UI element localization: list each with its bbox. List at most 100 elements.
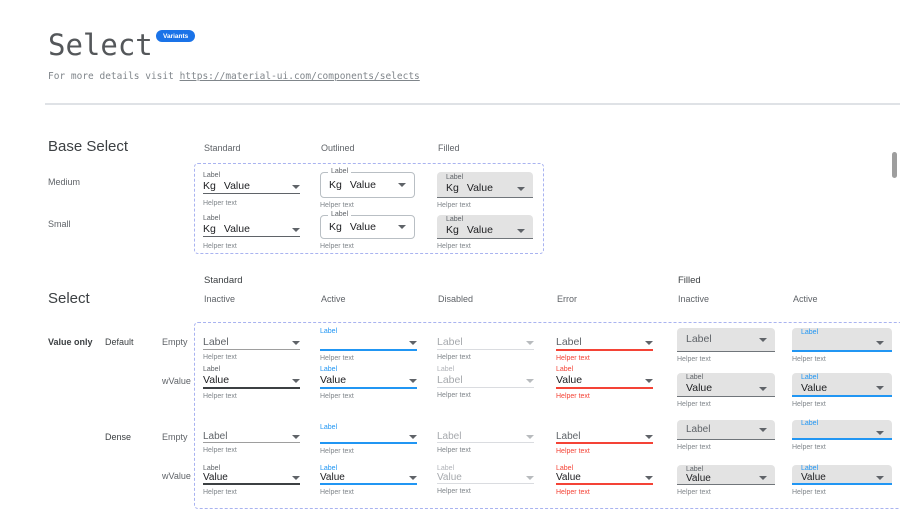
select-input[interactable]: Label [437, 336, 534, 349]
select-underline [203, 236, 300, 237]
select-floating-label: Label [320, 424, 338, 431]
intro-line: For more details visit https://material-… [48, 71, 420, 82]
chevron-down-icon [526, 340, 534, 345]
helper-text: Helper text [677, 356, 711, 363]
select-floating-label: Label [320, 366, 338, 373]
select-input[interactable]: Label [556, 336, 653, 349]
select-column-header-1-active: Active [321, 294, 346, 304]
select-input[interactable]: Label Kg Value [320, 168, 415, 198]
select-input[interactable]: Label Value [792, 465, 892, 485]
select-underline [320, 483, 417, 485]
chevron-down-icon [292, 475, 300, 480]
select-input[interactable]: Value [203, 374, 300, 387]
chevron-down-icon [517, 186, 525, 191]
base-column-header-outlined: Outlined [321, 143, 355, 153]
select-adornment: Kg [203, 223, 216, 235]
select-column-header-5-active: Active [793, 294, 818, 304]
select-filled-active-default-empty: Label Helper text [792, 328, 892, 364]
helper-text: Helper text [792, 401, 826, 408]
select-input[interactable]: Kg Value [203, 223, 300, 236]
select-input[interactable]: Value [320, 472, 417, 483]
helper-text: Helper text [437, 202, 471, 209]
select-value: Value [556, 374, 583, 386]
select-value: Label [556, 336, 582, 348]
select-input[interactable]: Value [203, 472, 300, 483]
select-input[interactable]: Value [556, 472, 653, 483]
select-underline [203, 193, 300, 194]
chevron-down-icon [876, 475, 884, 480]
select-filled-active-dense-empty: Label Helper text [792, 420, 892, 452]
helper-text: Helper text [677, 489, 711, 496]
select-input[interactable] [320, 336, 417, 349]
select-input[interactable]: Label [556, 431, 653, 442]
select-input[interactable]: Label Value [677, 373, 775, 397]
select-underline [320, 387, 417, 389]
chevron-down-icon [292, 434, 300, 439]
select-input[interactable] [320, 431, 417, 442]
chevron-down-icon [645, 378, 653, 383]
select-value: Value [203, 472, 228, 483]
select-input[interactable]: Kg Value [446, 182, 525, 195]
select-input[interactable]: Label [677, 420, 775, 440]
variants-badge: Variants [156, 30, 196, 42]
helper-text: Helper text [792, 489, 826, 496]
select-floating-label: Label [320, 465, 338, 472]
select-floating-label: Label [801, 328, 819, 336]
chevron-down-icon [398, 225, 406, 229]
select-value: Value [466, 224, 493, 236]
select-heading: Select [48, 290, 90, 307]
helper-text: Helper text [203, 354, 237, 361]
select-input[interactable]: Label [437, 431, 534, 442]
select-standard-inactive-dense-wvalue: Label Value Helper text [203, 465, 300, 497]
select-floating-label: Label [328, 211, 352, 219]
select-adornment: Kg [446, 182, 459, 194]
select-underline [437, 483, 534, 484]
page-title: Select [48, 28, 153, 62]
select-floating-label: Label [686, 465, 704, 473]
helper-text: Helper text [437, 447, 471, 454]
chevron-down-icon [645, 434, 653, 439]
base-column-header-standard: Standard [204, 143, 241, 153]
select-underline [556, 349, 653, 351]
select-input[interactable]: Label [203, 431, 300, 442]
select-input[interactable]: Value [556, 374, 653, 387]
select-input[interactable]: Label [203, 336, 300, 349]
select-input[interactable]: Value [437, 472, 534, 483]
select-underline [203, 387, 300, 389]
select-standard-active-default-wvalue: Label Value Helper text [320, 366, 417, 401]
select-value: Value [466, 182, 493, 194]
base-select-outlined-small: Label Kg Value Helper text [320, 211, 415, 251]
chevron-down-icon [292, 340, 300, 345]
select-input[interactable]: Label [437, 374, 534, 387]
helper-text: Helper text [556, 355, 590, 362]
select-value: Value [223, 223, 250, 235]
select-underline [320, 442, 417, 444]
select-input[interactable]: Label [792, 420, 892, 440]
select-value: Label [686, 424, 711, 435]
select-filled-inactive-dense-empty: Label Helper text [677, 420, 775, 452]
select-input[interactable]: Label Value [792, 373, 892, 397]
select-input[interactable]: Label Kg Value [437, 172, 533, 198]
select-input[interactable]: Label Kg Value [437, 215, 533, 239]
select-value: Value [801, 381, 828, 394]
select-input[interactable]: Label Kg Value [320, 211, 415, 239]
helper-text: Helper text [556, 393, 590, 400]
base-select-standard-medium: Label Kg Value Helper text [203, 172, 300, 208]
helper-text: Helper text [437, 243, 471, 250]
scrollbar-thumb[interactable] [892, 152, 897, 178]
select-input[interactable]: Kg Value [446, 224, 525, 237]
select-value: Label [437, 374, 463, 386]
select-underline [556, 483, 653, 485]
select-input[interactable]: Label [677, 328, 775, 352]
select-input[interactable]: Value [320, 374, 417, 387]
select-filled-inactive-default-empty: Label Helper text [677, 328, 775, 364]
select-floating-label: Label [556, 366, 574, 373]
select-input[interactable]: Label Value [677, 465, 775, 485]
docs-link[interactable]: https://material-ui.com/components/selec… [179, 71, 420, 82]
select-input[interactable]: Label [792, 328, 892, 352]
select-input[interactable]: Kg Value [203, 180, 300, 193]
select-standard-disabled-default-wvalue: Label Label Helper text [437, 366, 534, 400]
select-floating-label: Label [328, 168, 352, 176]
select-standard-inactive-dense-empty: Label Helper text [203, 424, 300, 455]
select-standard-disabled-dense-wvalue: Label Value Helper text [437, 465, 534, 496]
